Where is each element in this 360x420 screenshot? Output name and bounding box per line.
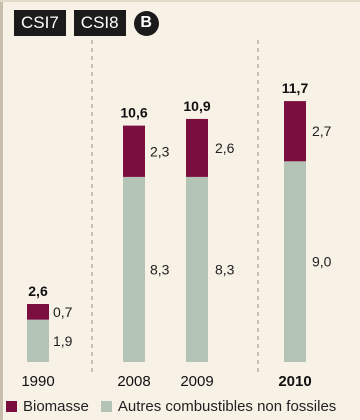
bar-autres-2008 — [123, 176, 145, 362]
category-label-1990: 1990 — [21, 373, 54, 390]
badge-csi8: CSI8 — [73, 10, 126, 36]
legend-item-biomasse: Biomasse — [6, 398, 89, 415]
total-label-2010: 11,7 — [282, 80, 309, 96]
legend-item-autres: Autres combustibles non fossiles — [100, 398, 337, 415]
value-label-autres-2008: 8,3 — [150, 261, 170, 277]
value-label-autres-1990: 1,9 — [53, 333, 73, 349]
bar-autres-2009 — [186, 176, 208, 362]
total-label-1990: 2,6 — [28, 283, 48, 299]
bar-biomasse-2009 — [186, 118, 208, 177]
legend-label-biomasse: Biomasse — [23, 398, 89, 415]
legend: Biomasse Autres combustibles non fossile… — [6, 398, 336, 415]
legend-label-autres: Autres combustibles non fossiles — [117, 398, 337, 415]
value-label-biomasse-1990: 0,7 — [53, 304, 73, 320]
category-label-2010: 2010 — [278, 373, 311, 390]
badge-row: CSI7 CSI8 B — [14, 10, 159, 36]
badge-csi7: CSI7 — [14, 10, 66, 36]
total-label-2009: 10,9 — [183, 98, 210, 114]
total-label-2008: 10,6 — [120, 105, 147, 121]
bar-biomasse-1990 — [27, 304, 49, 320]
bar-autres-1990 — [27, 319, 49, 362]
category-label-2008: 2008 — [117, 373, 150, 390]
bar-autres-2010 — [284, 161, 306, 362]
bar-biomasse-2010 — [284, 101, 306, 162]
legend-swatch-autres — [100, 401, 112, 412]
value-label-autres-2009: 8,3 — [215, 261, 235, 277]
left-rule — [0, 0, 3, 420]
badge-circle-b: B — [133, 10, 159, 36]
value-label-biomasse-2010: 2,7 — [312, 123, 332, 139]
value-label-biomasse-2009: 2,6 — [215, 140, 235, 156]
bar-biomasse-2008 — [123, 125, 145, 177]
value-label-biomasse-2008: 2,3 — [150, 143, 170, 159]
value-label-autres-2010: 9,0 — [312, 254, 332, 270]
top-rule — [0, 0, 360, 2]
category-label-2009: 2009 — [180, 373, 213, 390]
legend-swatch-biomasse — [6, 401, 17, 412]
